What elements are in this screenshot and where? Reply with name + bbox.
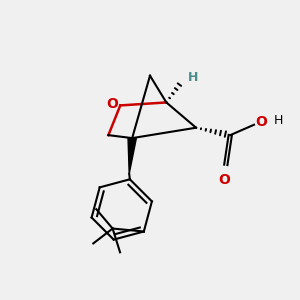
Text: O: O (256, 115, 267, 129)
Polygon shape (128, 138, 136, 174)
Text: H: H (273, 114, 283, 127)
Text: H: H (188, 71, 198, 84)
Text: O: O (106, 97, 118, 111)
Text: O: O (218, 173, 230, 187)
